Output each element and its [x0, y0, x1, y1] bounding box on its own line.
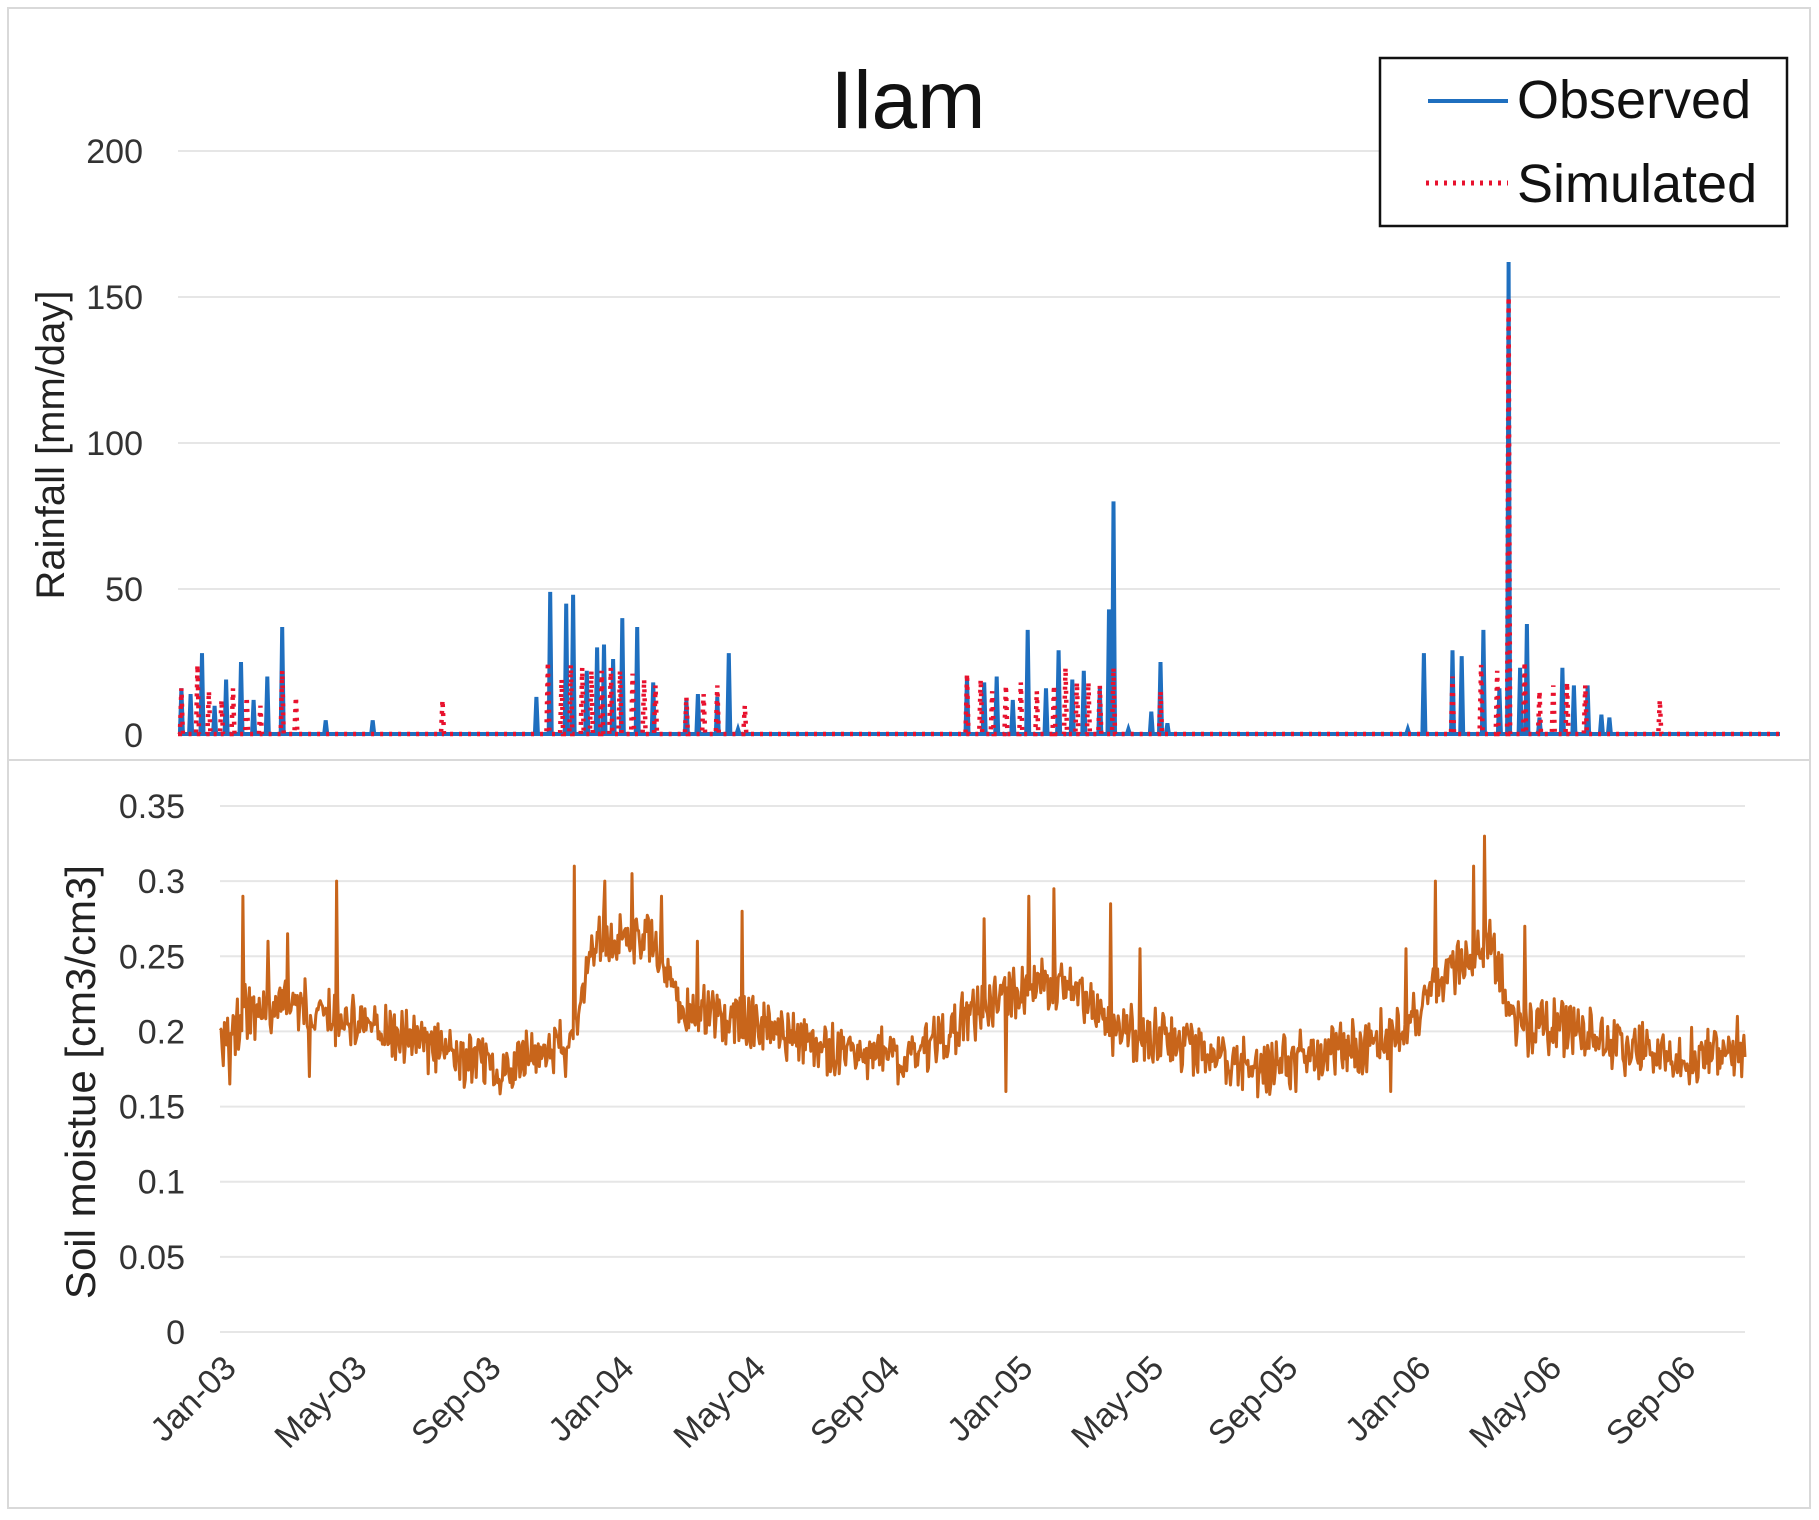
soil-y-tick-labels: 0 0.05 0.1 0.15 0.2 0.25 0.3 0.35	[119, 788, 185, 1352]
soil-gridlines	[220, 805, 1745, 1333]
legend-observed-label: Observed	[1517, 70, 1751, 130]
rainfall-y-tick-label: 0	[124, 717, 143, 755]
soil-moisture-line	[218, 834, 1747, 1099]
legend-simulated-label: Simulated	[1517, 154, 1757, 214]
rainfall-y-tick-label: 100	[86, 425, 143, 463]
legend: Observed Simulated	[1378, 56, 1789, 228]
rainfall-chart: 0 50 100 150 200 Ilam Rainfall [mm/day] Obse…	[29, 55, 1789, 755]
soil-y-tick-label: 0.25	[119, 938, 185, 976]
rainfall-y-tick-labels: 0 50 100 150 200	[86, 133, 143, 755]
soil-y-tick-label: 0.3	[138, 863, 185, 901]
rainfall-y-tick-label: 50	[105, 571, 143, 609]
rainfall-y-tick-label: 200	[86, 133, 143, 171]
soil-y-tick-label: 0.05	[119, 1239, 185, 1277]
soil-y-tick-label: 0.1	[138, 1164, 185, 1202]
chart-title: Ilam	[831, 55, 986, 146]
soil-y-tick-label: 0.15	[119, 1089, 185, 1127]
legend-box	[1378, 56, 1789, 228]
soil-y-tick-label: 0.35	[119, 788, 185, 826]
soil-y-axis-label: Soil moistue [cm3/cm3]	[57, 865, 104, 1299]
rainfall-y-axis-label: Rainfall [mm/day]	[29, 291, 73, 600]
rainfall-y-tick-label: 150	[86, 279, 143, 317]
soil-y-tick-label: 0.2	[138, 1013, 185, 1051]
figure-border	[7, 7, 1811, 1509]
series-soil-moisture	[218, 834, 1747, 1099]
soil-y-tick-label: 0	[166, 1314, 185, 1352]
